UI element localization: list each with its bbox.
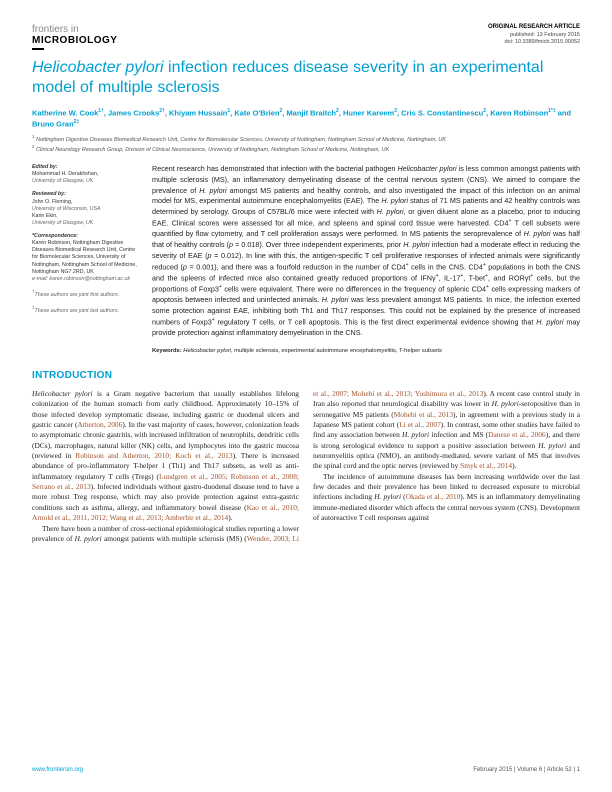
pub-date: published: 13 February 2015 [488, 32, 580, 39]
keywords-line: Keywords: Helicobacter pylori, multiple … [152, 347, 580, 356]
abstract-text: Recent research has demonstrated that in… [152, 164, 580, 339]
affiliation-1: 1 Nottingham Digestive Diseases Biomedic… [32, 134, 580, 144]
publication-meta: ORIGINAL RESEARCH ARTICLE published: 13 … [488, 24, 580, 46]
author-note-2: ‡These authors are joint last authors. [32, 305, 142, 315]
reviewer-1-inst: University of Wisconsin, USA [32, 206, 142, 213]
doi: doi: 10.3389/fmicb.2015.00052 [488, 39, 580, 46]
correspondence-email: e-mail: karen.robinson@nottingham.ac.uk [32, 276, 142, 283]
abstract-block: Recent research has demonstrated that in… [152, 164, 580, 355]
authors-line: Katherine W. Cook1†, James Crooks2†, Khi… [32, 108, 580, 130]
page-header: frontiers in MICROBIOLOGY ORIGINAL RESEA… [32, 24, 580, 50]
reviewer-2-name: Karin Ekin, [32, 213, 142, 220]
affiliation-2: 2 Clinical Neurology Research Group, Div… [32, 144, 580, 154]
page-footer: www.frontiersin.org February 2015 | Volu… [32, 766, 580, 774]
body-para-1: Helicobacter pylori is a Gram negative b… [32, 389, 299, 524]
journal-line1: frontiers in [32, 24, 117, 35]
abstract-row: Edited by: Mohammad H. Derakhshan, Unive… [32, 164, 580, 355]
affiliations: 1 Nottingham Digestive Diseases Biomedic… [32, 134, 580, 154]
journal-line2: MICROBIOLOGY [32, 35, 117, 46]
keywords-text: Helicobacter pylori, multiple sclerosis,… [182, 348, 442, 354]
keywords-label: Keywords: [152, 348, 182, 354]
editorial-sidebar: Edited by: Mohammad H. Derakhshan, Unive… [32, 164, 142, 355]
article-type: ORIGINAL RESEARCH ARTICLE [488, 24, 580, 32]
edited-by-label: Edited by: [32, 164, 142, 171]
correspondence-label: *Correspondence: [32, 233, 142, 240]
intro-heading: INTRODUCTION [32, 369, 580, 383]
body-para-3: The incidence of autoimmune diseases has… [313, 472, 580, 524]
article-title: Helicobacter pylori infection reduces di… [32, 58, 580, 98]
reviewer-1-name: John O. Fleming, [32, 199, 142, 206]
reviewed-by-label: Reviewed by: [32, 191, 142, 198]
footer-url[interactable]: www.frontiersin.org [32, 766, 83, 774]
body-columns: Helicobacter pylori is a Gram negative b… [32, 389, 580, 544]
reviewer-2-inst: University of Glasgow, UK [32, 220, 142, 227]
footer-citation: February 2015 | Volume 6 | Article 52 | … [473, 766, 580, 774]
brand-bar [32, 48, 44, 50]
editor-inst: University of Glasgow, UK [32, 178, 142, 185]
editor-name: Mohammad H. Derakhshan, [32, 171, 142, 178]
correspondence-text: Karen Robinson, Nottingham Digestive Dis… [32, 240, 142, 276]
author-note-1: †These authors are joint first authors. [32, 289, 142, 299]
journal-brand: frontiers in MICROBIOLOGY [32, 24, 117, 50]
title-italic: Helicobacter pylori [32, 59, 164, 76]
